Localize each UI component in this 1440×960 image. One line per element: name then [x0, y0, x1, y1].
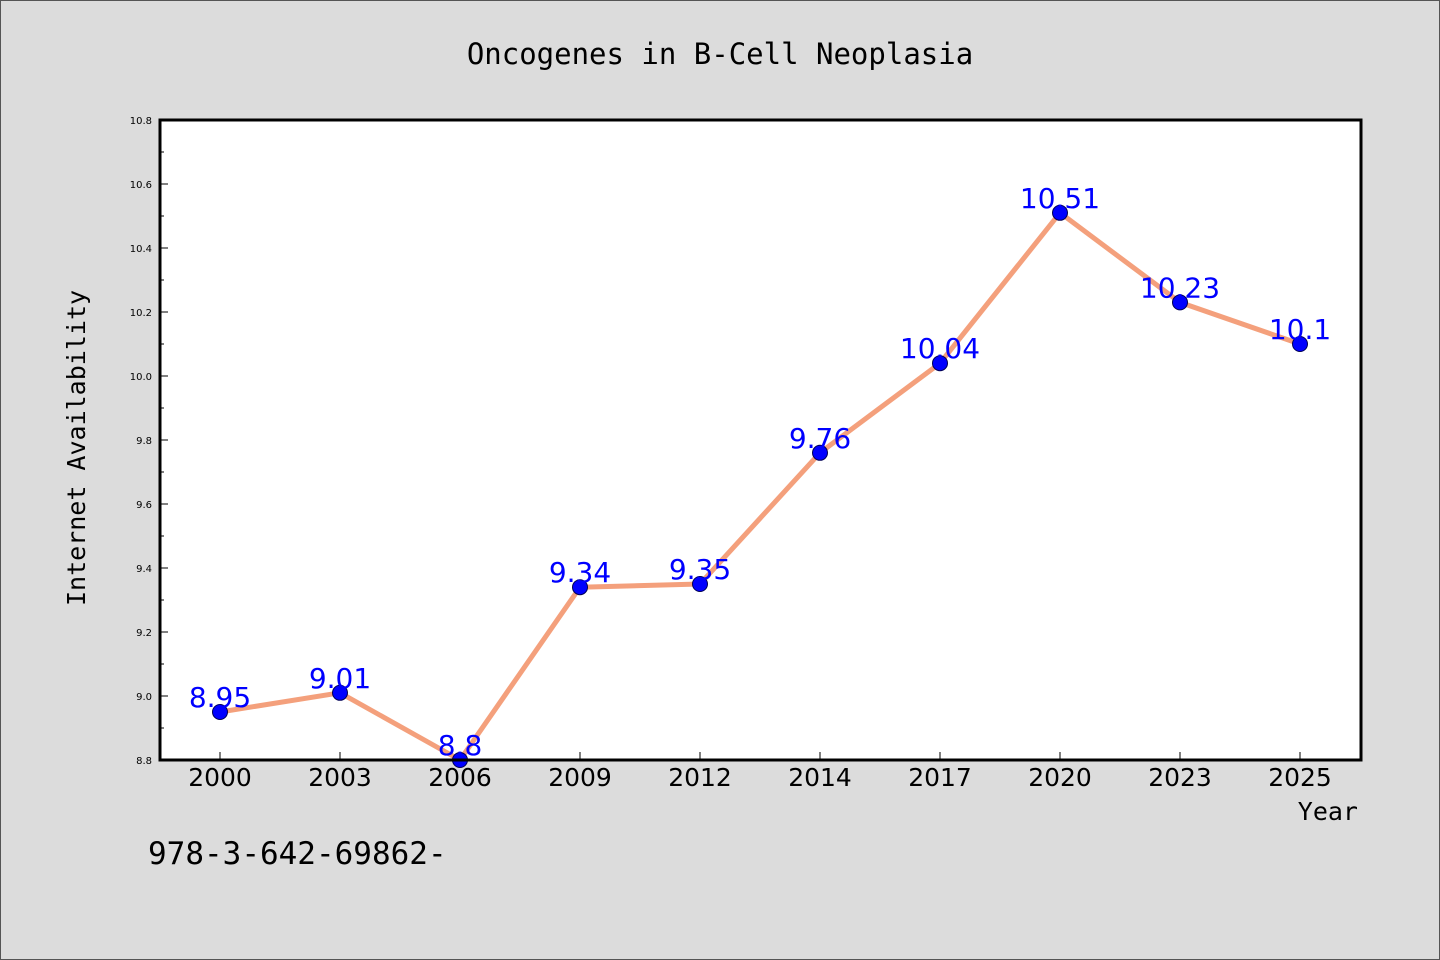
data-label-2023: 10.23 [1140, 271, 1220, 304]
y-axis-label: Internet Availability [62, 290, 91, 606]
plot-border [158, 118, 1363, 762]
x-tick-label: 2000 [188, 763, 252, 792]
x-axis-tick-labels: 2000 2003 2006 2009 2012 2014 2017 2020 2023 2025 [188, 763, 1332, 792]
y-tick-label: 10.8 [130, 116, 152, 127]
data-point-2000 [212, 704, 228, 720]
x-tick-label: 2023 [1148, 763, 1212, 792]
data-label-2025: 10.1 [1269, 313, 1331, 346]
data-label-2006: 8.8 [438, 729, 483, 762]
y-tick-label: 9.4 [136, 564, 152, 575]
y-tick-label: 8.8 [136, 756, 152, 767]
y-tick-label: 9.0 [136, 692, 152, 703]
x-tick-label: 2020 [1028, 763, 1092, 792]
y-tick-label: 10.0 [130, 372, 152, 383]
footnote-text: 978-3-642-69862- [148, 836, 447, 872]
data-point-2003 [332, 684, 348, 701]
y-tick-label: 9.2 [136, 628, 152, 639]
y-tick-label: 9.6 [136, 500, 152, 511]
data-point-2012 [692, 576, 708, 592]
x-tick-label: 2025 [1268, 763, 1332, 792]
y-tick-label: 10.4 [130, 244, 152, 255]
y-axis-tick-labels: 8.8 9.0 9.2 9.4 9.6 9.8 10.0 10.2 10.4 10.6 10.8 [130, 116, 152, 767]
y-tick-label: 10.2 [130, 308, 152, 319]
data-label-2003: 9.01 [309, 662, 371, 695]
plot-area [160, 120, 1361, 760]
data-label-2009: 9.34 [549, 556, 611, 589]
x-tick-label: 2003 [308, 763, 372, 792]
data-point-2023 [1172, 294, 1188, 311]
y-tick-label: 10.6 [130, 180, 152, 191]
data-label-2017: 10.04 [900, 332, 980, 365]
x-axis-label: Year [1298, 797, 1358, 826]
x-tick-label: 2009 [548, 763, 612, 792]
data-labels: 8.95 9.01 8.8 9.34 9.35 9.76 10.04 10.51 10.23 10… [189, 182, 1331, 762]
x-tick-label: 2017 [908, 763, 972, 792]
x-tick-label: 2012 [668, 763, 732, 792]
y-tick-label: 9.8 [136, 436, 152, 447]
series-markers [212, 204, 1308, 768]
x-tick-label: 2014 [788, 763, 852, 792]
data-label-2014: 9.76 [789, 422, 851, 455]
data-label-2012: 9.35 [669, 553, 731, 586]
data-label-2000: 8.95 [189, 681, 251, 714]
data-label-2020: 10.51 [1020, 182, 1100, 215]
data-point-2020 [1052, 204, 1068, 221]
data-point-2009 [572, 579, 588, 596]
data-point-2014 [812, 444, 828, 461]
data-point-2025 [1292, 336, 1308, 352]
series-line [217, 210, 1303, 763]
data-point-2017 [932, 355, 948, 372]
chart-title: Oncogenes in B-Cell Neoplasia [467, 37, 973, 71]
